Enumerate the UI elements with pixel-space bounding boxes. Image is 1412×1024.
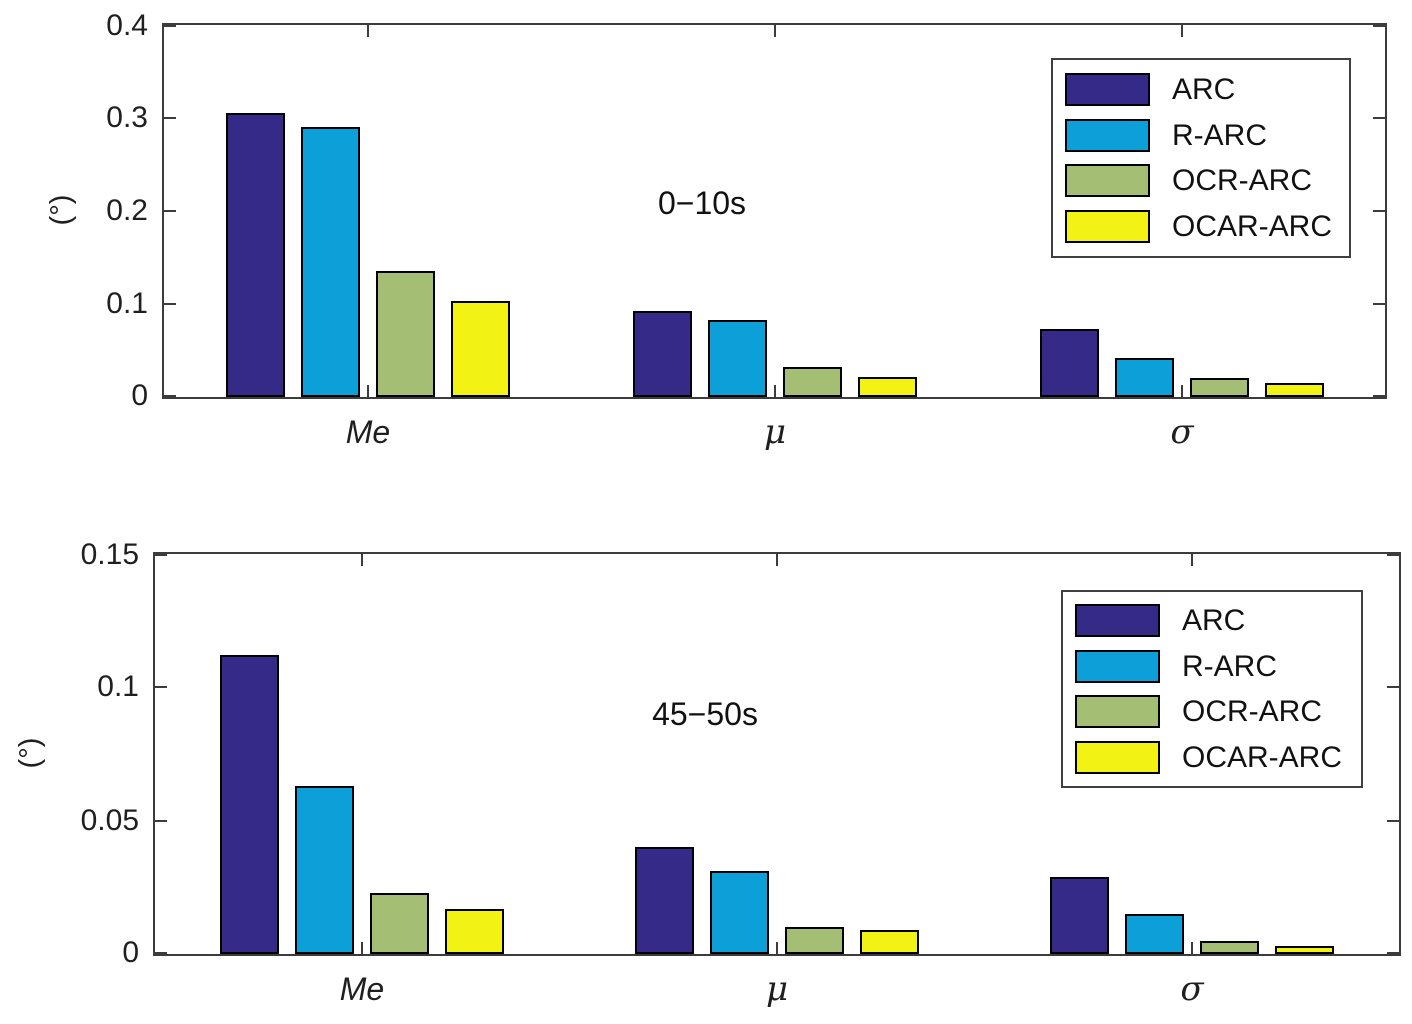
- y-tick-label: 0.4: [106, 9, 148, 42]
- x-tick-label-1: μ: [763, 412, 787, 452]
- legend-swatch-ocr-arc: [1075, 695, 1160, 729]
- y-tick-label: 0.15: [80, 538, 139, 571]
- bar-arc-2: [1040, 329, 1099, 397]
- legend-entry-ocr-arc: OCR-ARC: [1065, 164, 1349, 198]
- bar-ocar-arc-0: [451, 301, 510, 397]
- x-tick-top: [776, 554, 778, 566]
- bar-ocar-arc-2: [1265, 383, 1324, 397]
- x-tick-top: [774, 25, 776, 37]
- legend-entry-arc: ARC: [1065, 72, 1349, 106]
- x-tick-label-1: μ: [765, 969, 789, 1009]
- bar-arc-0: [220, 655, 279, 954]
- y-tick-left: [164, 303, 176, 305]
- y-tick-right: [1387, 554, 1399, 556]
- bar-ocar-arc-1: [858, 377, 917, 397]
- bar-r-arc-2: [1115, 358, 1174, 397]
- legend-bottom: ARC R-ARC OCR-ARC OCAR-ARC: [1061, 590, 1363, 788]
- bar-ocar-arc-2: [1275, 946, 1334, 954]
- legend-entry-ocr-arc: OCR-ARC: [1075, 695, 1361, 729]
- bar-ocr-arc-0: [376, 271, 435, 397]
- y-tick-left: [164, 25, 176, 27]
- bar-arc-1: [635, 847, 694, 954]
- y-tick-label: 0.1: [106, 287, 148, 320]
- legend-entry-r-arc: R-ARC: [1075, 649, 1361, 683]
- legend-swatch-ocar-arc: [1075, 740, 1160, 774]
- x-tick-top: [1191, 554, 1193, 566]
- x-tick-label-0: Me: [339, 971, 385, 1007]
- y-tick-label: 0.2: [106, 194, 148, 227]
- y-tick-label: 0.3: [106, 101, 148, 134]
- x-tick-bottom: [1181, 385, 1183, 397]
- x-tick-bottom: [776, 942, 778, 954]
- legend-entry-ocar-arc: OCAR-ARC: [1075, 740, 1361, 774]
- y-tick-left: [155, 952, 167, 954]
- x-tick-top: [367, 25, 369, 37]
- y-tick-label: 0: [122, 936, 139, 969]
- y-axis-label-bottom: (°): [14, 737, 46, 769]
- bar-arc-1: [633, 311, 692, 397]
- y-tick-label: 0.1: [97, 670, 139, 703]
- annotation-0-10s: 0−10s: [657, 185, 747, 221]
- x-tick-bottom: [1191, 942, 1193, 954]
- legend-entry-ocar-arc: OCAR-ARC: [1065, 210, 1349, 244]
- x-tick-bottom: [367, 385, 369, 397]
- legend-swatch-arc: [1075, 604, 1160, 638]
- x-tick-label-0: Me: [345, 414, 391, 450]
- x-tick-top: [361, 554, 363, 566]
- bar-ocar-arc-0: [445, 909, 504, 954]
- bar-r-arc-1: [710, 871, 769, 954]
- legend-swatch-r-arc: [1075, 649, 1160, 683]
- bar-ocr-arc-0: [370, 893, 429, 954]
- bar-r-arc-2: [1125, 914, 1184, 954]
- y-tick-left: [164, 395, 176, 397]
- x-tick-label-2: σ: [1180, 969, 1204, 1009]
- legend-swatch-ocr-arc: [1065, 164, 1150, 198]
- legend-label-arc: ARC: [1172, 72, 1236, 106]
- y-tick-right: [1387, 686, 1399, 688]
- bar-ocar-arc-1: [860, 930, 919, 954]
- bar-r-arc-0: [301, 127, 360, 397]
- bar-ocr-arc-2: [1200, 941, 1259, 954]
- y-tick-left: [164, 210, 176, 212]
- annotation-45-50s: 45−50s: [652, 696, 758, 732]
- legend-label-ocr-arc: OCR-ARC: [1182, 695, 1322, 729]
- y-tick-right: [1373, 395, 1385, 397]
- y-tick-right: [1373, 210, 1385, 212]
- legend-label-ocr-arc: OCR-ARC: [1172, 164, 1312, 198]
- x-tick-bottom: [774, 385, 776, 397]
- legend-label-arc: ARC: [1182, 604, 1246, 638]
- x-tick-bottom: [361, 942, 363, 954]
- x-tick-label-2: σ: [1170, 412, 1194, 452]
- bar-arc-2: [1050, 877, 1109, 954]
- legend-swatch-r-arc: [1065, 118, 1150, 152]
- y-tick-right: [1373, 117, 1385, 119]
- y-tick-left: [164, 117, 176, 119]
- bar-ocr-arc-1: [783, 367, 842, 397]
- legend-top: ARC R-ARC OCR-ARC OCAR-ARC: [1051, 58, 1351, 258]
- bar-r-arc-1: [708, 320, 767, 397]
- legend-label-ocar-arc: OCAR-ARC: [1182, 740, 1343, 774]
- x-tick-top: [1181, 25, 1183, 37]
- y-tick-right: [1387, 952, 1399, 954]
- legend-swatch-ocar-arc: [1065, 210, 1150, 244]
- y-tick-right: [1373, 303, 1385, 305]
- legend-entry-r-arc: R-ARC: [1065, 118, 1349, 152]
- y-tick-label: 0: [131, 379, 148, 412]
- y-tick-left: [155, 554, 167, 556]
- bar-r-arc-0: [295, 786, 354, 954]
- bar-ocr-arc-2: [1190, 378, 1249, 397]
- y-tick-right: [1373, 25, 1385, 27]
- legend-label-r-arc: R-ARC: [1182, 649, 1277, 683]
- bar-arc-0: [226, 113, 285, 397]
- legend-label-r-arc: R-ARC: [1172, 118, 1267, 152]
- y-tick-label: 0.05: [80, 804, 139, 837]
- y-tick-right: [1387, 820, 1399, 822]
- legend-entry-arc: ARC: [1075, 604, 1361, 638]
- bar-ocr-arc-1: [785, 927, 844, 954]
- legend-swatch-arc: [1065, 72, 1150, 106]
- legend-label-ocar-arc: OCAR-ARC: [1172, 210, 1333, 244]
- y-tick-left: [155, 686, 167, 688]
- y-tick-left: [155, 820, 167, 822]
